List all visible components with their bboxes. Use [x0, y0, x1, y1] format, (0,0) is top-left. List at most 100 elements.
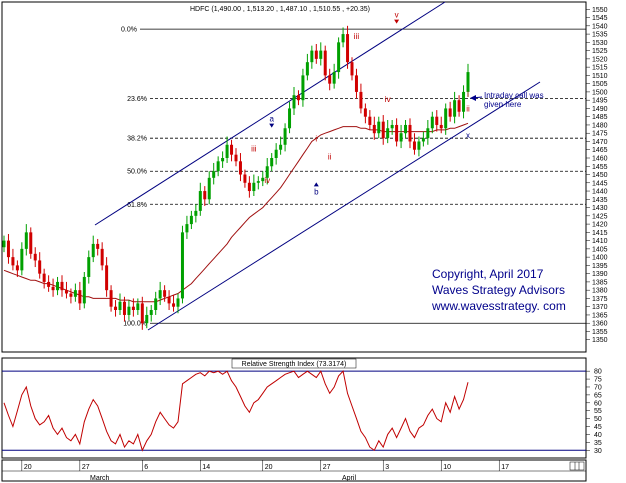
candle-body: [154, 298, 158, 310]
rsi-tick-label: 70: [594, 384, 602, 391]
rsi-panel: Relative Strength Index (73.3174): [1, 357, 587, 459]
candle-body: [283, 128, 287, 145]
price-tick-label: 1550: [592, 7, 608, 14]
candle-body: [180, 232, 184, 299]
candle-body: [314, 50, 318, 59]
note-arrow-head: [470, 95, 476, 101]
rsi-tick-label: 30: [594, 448, 602, 455]
fib-level-label: 0.0%: [121, 27, 137, 34]
fib-level-label: 38.2%: [127, 136, 147, 143]
rsi-tick-label: 50: [594, 416, 602, 423]
wave-marker-down: [394, 19, 400, 24]
wave-label: b: [314, 187, 319, 196]
x-tick-label: 27: [323, 464, 331, 471]
candle-body: [2, 240, 6, 248]
wave-label: iv: [385, 95, 391, 104]
wave-label: iii: [354, 32, 360, 41]
candle-body: [238, 161, 242, 175]
candle-body: [96, 243, 100, 249]
candle-body: [73, 290, 77, 297]
candle-body: [221, 158, 225, 162]
candle-body: [377, 121, 381, 134]
candle-body: [29, 232, 33, 254]
fib-level-label: 50.0%: [127, 169, 147, 176]
candle-body: [386, 128, 390, 139]
candle-body: [261, 177, 265, 182]
wave-label: i: [467, 90, 469, 99]
candle-body: [176, 298, 180, 307]
candle-body: [131, 306, 135, 310]
fib-level-label: 61.8%: [127, 202, 147, 209]
price-tick-label: 1360: [592, 321, 608, 328]
note-line-1: Intraday call was: [484, 91, 544, 100]
candle-body: [243, 174, 247, 183]
x-tick-label: 17: [501, 464, 509, 471]
price-tick-label: 1365: [592, 312, 608, 319]
rsi-tick-label: 45: [594, 424, 602, 431]
price-tick-label: 1525: [592, 48, 608, 55]
price-panel: 0.0%23.6%38.2%50.0%61.8%100.0% abiiiivii…: [1, 1, 587, 353]
wave-label: ii: [328, 153, 332, 162]
wave-marker-down: [269, 123, 275, 128]
candle-body: [33, 253, 37, 261]
price-tick-label: 1435: [592, 197, 608, 204]
wave-label: iii: [251, 144, 257, 153]
price-tick-label: 1535: [592, 32, 608, 39]
note-line-2: given here: [484, 100, 522, 109]
wave-label: ii: [466, 105, 470, 114]
price-tick-label: 1520: [592, 56, 608, 63]
candle-body: [105, 265, 109, 291]
price-tick-label: 1445: [592, 180, 608, 187]
candle-body: [51, 286, 55, 291]
x-tick-label: 6: [144, 464, 148, 471]
x-scroll-box-frame[interactable]: [569, 461, 585, 471]
candle-body: [252, 182, 256, 192]
candle-body: [354, 75, 358, 92]
price-title: HDFC (1,490.00 , 1,513.20 , 1,487.10 , 1…: [190, 6, 370, 13]
candle-body: [6, 240, 10, 258]
rsi-line: [3, 370, 469, 452]
candle-body: [462, 91, 466, 112]
candle-body: [265, 166, 269, 178]
price-tick-label: 1425: [592, 213, 608, 220]
price-tick-label: 1395: [592, 263, 608, 270]
price-tick-label: 1410: [592, 238, 608, 245]
candle-body: [24, 232, 28, 249]
candle-body: [167, 296, 171, 304]
candle-body: [408, 124, 412, 142]
price-tick-label: 1420: [592, 222, 608, 229]
rsi-tick-label: 35: [594, 440, 602, 447]
candle-body: [359, 91, 363, 109]
price-tick-label: 1545: [592, 15, 608, 22]
x-tick-label: 20: [24, 464, 32, 471]
intraday-note: Intraday call was given here: [470, 91, 544, 109]
candle-body: [189, 215, 193, 225]
price-tick-label: 1440: [592, 189, 608, 196]
x-axis-frame: [1, 459, 587, 482]
candle-body: [78, 290, 82, 304]
candle-body: [435, 116, 439, 125]
candle-body: [270, 158, 274, 167]
candle-body: [310, 50, 314, 63]
candle-body: [212, 171, 216, 178]
candle-body: [279, 144, 283, 150]
rsi-tick-label: 65: [594, 392, 602, 399]
candle-body: [319, 50, 323, 59]
candle-body: [337, 42, 341, 73]
candle-body: [149, 310, 153, 315]
month-label-april: April: [342, 475, 356, 482]
candle-body: [56, 281, 60, 291]
x-scroll-box[interactable]: [569, 461, 585, 471]
copyright-block: Copyright, April 2017 Waves Strategy Adv…: [431, 267, 566, 313]
rsi-tick-label: 60: [594, 400, 602, 407]
x-tick-label: 27: [82, 464, 90, 471]
price-tick-label: 1390: [592, 271, 608, 278]
candle-body: [448, 108, 452, 117]
candle-body: [390, 124, 394, 129]
x-tick-label: 3: [385, 464, 389, 471]
price-tick-label: 1460: [592, 156, 608, 163]
price-tick-label: 1490: [592, 106, 608, 113]
